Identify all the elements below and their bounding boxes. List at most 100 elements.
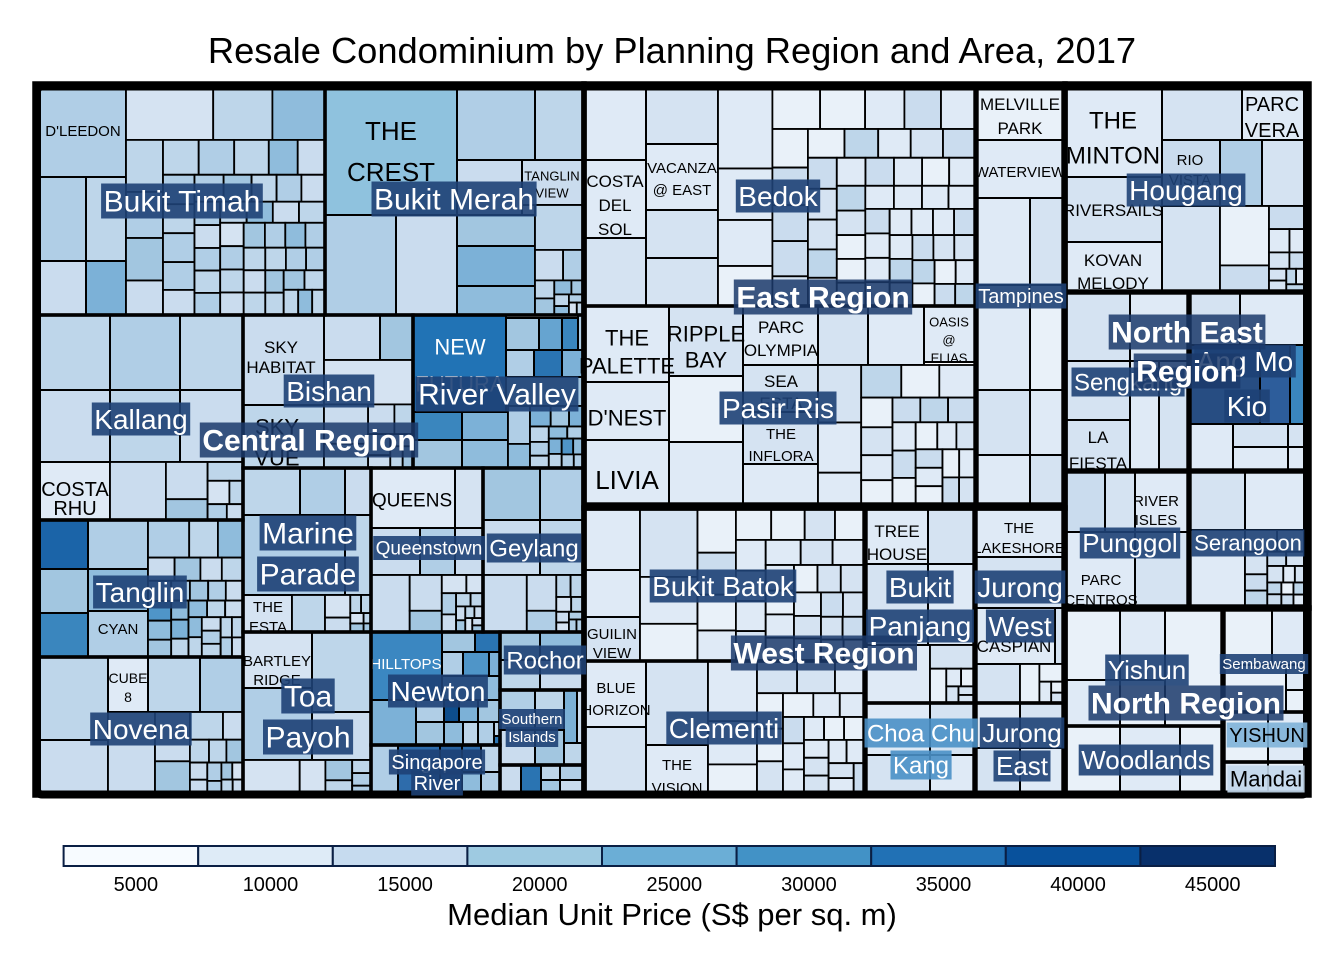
svg-text:ISLES: ISLES bbox=[1135, 512, 1178, 529]
svg-text:Resale Condominium by Planning: Resale Condominium by Planning Region an… bbox=[208, 30, 1136, 71]
svg-text:CYAN: CYAN bbox=[98, 621, 139, 638]
svg-text:Tampines: Tampines bbox=[978, 286, 1064, 308]
svg-text:West: West bbox=[988, 611, 1051, 642]
svg-text:PALETTE: PALETTE bbox=[579, 354, 675, 379]
svg-text:VIEW: VIEW bbox=[593, 645, 632, 662]
svg-text:NEW: NEW bbox=[434, 335, 486, 360]
svg-text:RIPPLE: RIPPLE bbox=[667, 322, 745, 347]
svg-text:Punggol: Punggol bbox=[1082, 528, 1177, 558]
svg-text:Parade: Parade bbox=[260, 559, 357, 592]
svg-text:OLYMPIA: OLYMPIA bbox=[744, 341, 819, 360]
svg-text:RHU: RHU bbox=[53, 498, 96, 520]
svg-text:OASIS: OASIS bbox=[929, 315, 969, 330]
svg-text:GUILIN: GUILIN bbox=[587, 626, 637, 643]
svg-text:QUEENS: QUEENS bbox=[372, 491, 452, 512]
svg-text:THE: THE bbox=[605, 326, 649, 351]
svg-text:Pasir Ris: Pasir Ris bbox=[722, 393, 834, 424]
svg-text:YISHUN: YISHUN bbox=[1229, 725, 1305, 747]
svg-text:PARC: PARC bbox=[1245, 94, 1299, 116]
svg-text:BAY: BAY bbox=[685, 348, 728, 373]
svg-text:North East: North East bbox=[1111, 317, 1263, 350]
svg-text:Bukit Batok: Bukit Batok bbox=[652, 571, 795, 602]
svg-text:ELIAS: ELIAS bbox=[931, 351, 968, 366]
svg-text:45000: 45000 bbox=[1185, 874, 1241, 896]
svg-text:Choa Chu: Choa Chu bbox=[867, 720, 975, 747]
svg-text:Central Region: Central Region bbox=[202, 425, 415, 458]
svg-text:TANGLIN: TANGLIN bbox=[524, 169, 579, 184]
svg-text:25000: 25000 bbox=[646, 874, 702, 896]
svg-text:Bedok: Bedok bbox=[738, 181, 818, 212]
svg-text:COSTA: COSTA bbox=[41, 479, 109, 501]
svg-text:Payoh: Payoh bbox=[265, 722, 350, 755]
svg-text:River: River bbox=[414, 773, 461, 795]
svg-text:40000: 40000 bbox=[1050, 874, 1106, 896]
svg-text:Singapore: Singapore bbox=[391, 752, 482, 774]
svg-text:VACANZA: VACANZA bbox=[647, 160, 717, 177]
svg-text:THE: THE bbox=[253, 599, 283, 616]
svg-text:RIO: RIO bbox=[1177, 152, 1204, 169]
svg-text:Toa: Toa bbox=[284, 681, 333, 714]
svg-text:LAKESHORE: LAKESHORE bbox=[973, 540, 1065, 557]
svg-text:Kallang: Kallang bbox=[94, 404, 187, 435]
svg-text:FIESTA: FIESTA bbox=[1069, 454, 1128, 473]
svg-text:MELVILLE: MELVILLE bbox=[980, 95, 1060, 114]
svg-text:KOVAN: KOVAN bbox=[1084, 251, 1142, 270]
svg-text:VIEW: VIEW bbox=[535, 186, 569, 201]
svg-text:INFLORA: INFLORA bbox=[748, 448, 813, 465]
svg-text:Kang: Kang bbox=[893, 752, 949, 779]
svg-text:8: 8 bbox=[124, 689, 132, 705]
svg-text:HORIZON: HORIZON bbox=[581, 702, 650, 719]
svg-text:Clementi: Clementi bbox=[669, 713, 779, 744]
svg-text:PARC: PARC bbox=[1081, 572, 1122, 589]
svg-text:THE: THE bbox=[662, 757, 692, 774]
svg-text:SEA: SEA bbox=[764, 372, 799, 391]
svg-text:35000: 35000 bbox=[916, 874, 972, 896]
svg-text:North Region: North Region bbox=[1091, 688, 1281, 721]
svg-text:Mandai: Mandai bbox=[1230, 767, 1302, 792]
svg-text:THE: THE bbox=[365, 116, 417, 146]
svg-text:Bishan: Bishan bbox=[286, 376, 372, 407]
svg-text:DEL: DEL bbox=[598, 196, 631, 215]
svg-text:D'LEEDON: D'LEEDON bbox=[45, 123, 120, 140]
svg-text:Bukit Merah: Bukit Merah bbox=[374, 184, 534, 217]
svg-text:Yishun: Yishun bbox=[1108, 655, 1187, 685]
svg-text:WATERVIEW: WATERVIEW bbox=[975, 164, 1066, 181]
svg-text:East: East bbox=[996, 751, 1049, 781]
svg-text:30000: 30000 bbox=[781, 874, 837, 896]
svg-text:HILLTOPS: HILLTOPS bbox=[370, 656, 441, 673]
svg-text:Median Unit Price (S$ per sq.: Median Unit Price (S$ per sq. m) bbox=[447, 897, 897, 932]
svg-text:@: @ bbox=[942, 333, 955, 348]
svg-text:PARC: PARC bbox=[758, 318, 804, 337]
svg-text:Newton: Newton bbox=[391, 676, 486, 707]
svg-text:Serangoon: Serangoon bbox=[1194, 531, 1302, 556]
svg-text:Bukit Timah: Bukit Timah bbox=[104, 186, 261, 219]
svg-text:20000: 20000 bbox=[512, 874, 568, 896]
svg-text:CUBE: CUBE bbox=[109, 670, 148, 686]
svg-text:COSTA: COSTA bbox=[586, 172, 644, 191]
svg-text:Bukit: Bukit bbox=[889, 572, 951, 603]
svg-text:Geylang: Geylang bbox=[489, 535, 578, 562]
svg-text:@ EAST: @ EAST bbox=[653, 182, 712, 199]
svg-text:Jurong: Jurong bbox=[977, 572, 1063, 603]
svg-text:Sembawang: Sembawang bbox=[1222, 656, 1305, 673]
svg-text:BLUE: BLUE bbox=[596, 680, 635, 697]
svg-text:VERA: VERA bbox=[1245, 120, 1300, 142]
svg-text:Woodlands: Woodlands bbox=[1081, 745, 1211, 775]
svg-text:Region: Region bbox=[1136, 356, 1238, 389]
svg-text:Jurong: Jurong bbox=[982, 718, 1062, 748]
svg-text:Rochor: Rochor bbox=[506, 647, 583, 674]
svg-text:BARTLEY: BARTLEY bbox=[243, 653, 311, 670]
svg-text:MINTON: MINTON bbox=[1066, 142, 1160, 169]
svg-text:RIVER: RIVER bbox=[1133, 493, 1179, 510]
svg-text:TREE: TREE bbox=[874, 522, 919, 541]
svg-text:Tanglin: Tanglin bbox=[96, 577, 185, 608]
svg-text:SOL: SOL bbox=[598, 220, 632, 239]
svg-text:LA: LA bbox=[1088, 428, 1109, 447]
svg-text:Marine: Marine bbox=[262, 518, 354, 551]
svg-text:Hougang: Hougang bbox=[1129, 175, 1243, 206]
svg-text:HOUSE: HOUSE bbox=[867, 545, 927, 564]
svg-text:15000: 15000 bbox=[377, 874, 433, 896]
svg-text:Islands: Islands bbox=[508, 729, 556, 746]
svg-text:THE: THE bbox=[1089, 107, 1137, 134]
svg-text:LIVIA: LIVIA bbox=[595, 465, 659, 495]
